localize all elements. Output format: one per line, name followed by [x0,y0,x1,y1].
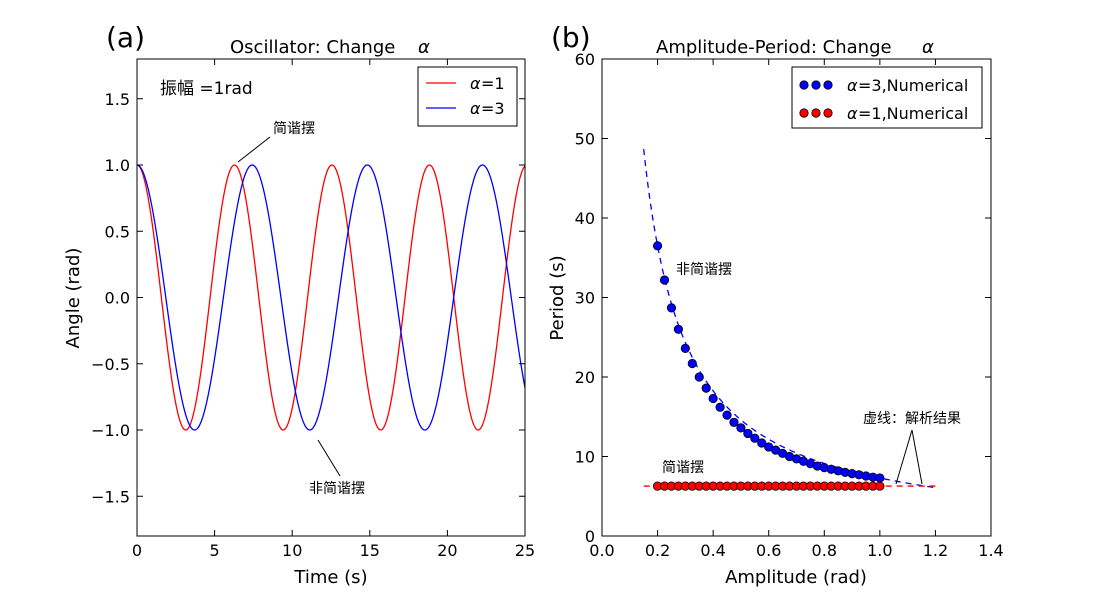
panel-a-xtick-label: 25 [515,541,535,560]
panel-a-ylabel: Angle (rad) [63,248,84,349]
panel-a-ytick-label: −1.0 [91,421,130,440]
legend-alpha1-marker-1 [799,108,809,118]
legend-b-alpha1-symbol: α [847,104,858,123]
scatter-point-alpha3 [694,372,704,382]
panel-a-xtick-label: 0 [132,541,142,560]
legend-alpha3-text: =3 [481,99,505,118]
panel-b-xtick-label: 0.4 [700,541,725,560]
panel-b-xtick-label: 0.2 [645,541,670,560]
dashed-annotation-arrow-1 [895,429,913,485]
panel-b-ytick-label: 30 [575,289,595,308]
scatter-point-alpha3 [708,393,718,404]
panel-a-xtick-label: 15 [360,541,380,560]
panel-a-ytick-label: 1.0 [105,156,130,175]
panel-a-title: Oscillator: Change [230,37,395,58]
shm-annotation: 简谐摆 [273,120,315,137]
panel-b-title-symbol: α [922,37,934,58]
panel-b-xtick-label: 1.4 [978,541,1003,560]
panel-a-ytick-label: 0.0 [105,289,130,308]
panel-b-ytick-label: 40 [575,209,595,228]
scatter-point-alpha3 [652,241,663,251]
panel-a-ticks: 0 5 10 15 20 25 −1.5 −1.0 −0.5 0.0 0.5 1.0 1.5 [91,59,535,560]
dashed-annotation: 虚线：解析结果 [863,411,961,427]
panel-b-legend-box [791,66,983,129]
shm-annotation-arrow [237,136,271,163]
nonshm-annotation-b: 非简谐摆 [676,261,732,278]
panel-a-ytick-label: −1.5 [91,487,130,506]
panel-a-xtick-label: 20 [437,541,457,560]
scatter-point-alpha3 [659,275,670,285]
panel-a-label: (a) [106,21,145,54]
panel-a-legend-box [417,66,518,127]
panel-a-ytick-label: 1.5 [105,90,130,109]
nonshm-annotation-arrow [317,439,341,477]
panel-b-series [643,149,936,491]
scatter-point-alpha3 [729,417,739,427]
panel-b-ytick-label: 60 [575,50,595,69]
scatter-point-alpha3 [701,383,711,393]
analytic-curve-alpha3 [643,149,936,489]
panel-a: (a) Oscillator: Change α 0 5 10 15 20 25 −1.5 −… [63,21,535,588]
series-line-alpha1 [137,164,525,431]
legend-alpha3-marker-2 [811,80,821,90]
panel-b-xtick-label: 0.8 [812,541,837,560]
panel-a-ytick-label: 0.5 [105,222,130,241]
legend-alpha3-marker-1 [799,80,809,90]
scatter-point-alpha3 [680,343,690,353]
panel-b-plot-frame [601,58,992,537]
legend-b-alpha1-text: =1,Numerical [858,104,968,123]
shm-annotation-b: 简谐摆 [662,459,704,476]
amplitude-annotation: 振幅 =1rad [160,79,253,99]
dashed-annotation-arrow-2 [911,429,923,485]
panel-b-label: (b) [551,21,591,54]
scatter-point-alpha3 [750,433,760,443]
panel-b-ytick-label: 50 [575,130,595,149]
scatter-point-alpha3 [722,410,732,420]
scatter-point-alpha3 [673,324,684,334]
scatter-point-alpha3 [757,438,767,448]
scatter-point-alpha3 [687,358,697,369]
legend-alpha1-marker-3 [823,108,833,118]
panel-a-xtick-label: 10 [282,541,302,560]
panel-a-legend: α =1 α =3 [417,66,518,127]
panel-b-xtick-label: 0.6 [756,541,781,560]
panel-b-ylabel: Period (s) [547,255,568,340]
legend-alpha1-symbol: α [470,74,481,93]
panel-b-xtick-label: 1.2 [923,541,948,560]
panel-b-xlabel: Amplitude (rad) [725,567,867,588]
panel-b-xtick-label: 0.0 [589,541,614,560]
panel-b-ytick-label: 0 [585,527,595,546]
panel-a-title-symbol: α [418,37,430,58]
panel-b-title: Amplitude-Period: Change [656,37,892,58]
scatter-point-alpha3 [743,428,753,439]
panel-b-ytick-label: 10 [575,448,595,467]
scatter-point-alpha1 [875,481,885,491]
panel-a-xlabel: Time (s) [293,567,367,588]
panel-a-series [137,164,525,431]
legend-b-alpha3-text: =3,Numerical [858,76,968,95]
scatter-point-alpha3 [736,423,746,433]
panel-b-ytick-label: 20 [575,368,595,387]
panel-b: (b) Amplitude-Period: Change α 0.0 0.2 0.4… [547,21,1004,588]
panel-b-ticks: 0.0 0.2 0.4 0.6 0.8 1.0 1.2 1.4 0 10 20 30 40 50 60 [575,50,1004,560]
panel-a-xtick-label: 5 [210,541,220,560]
legend-alpha1-text: =1 [481,74,505,93]
scatter-point-alpha3 [666,303,677,313]
scatter-point-alpha3 [715,402,725,412]
legend-b-alpha3-symbol: α [847,76,858,95]
series-line-alpha3 [137,164,525,431]
legend-alpha3-symbol: α [470,99,481,118]
panel-a-plot-frame [136,58,526,537]
nonshm-annotation: 非简谐摆 [309,480,365,497]
panel-b-xtick-label: 1.0 [867,541,892,560]
legend-alpha3-marker-3 [823,80,833,90]
legend-alpha1-marker-2 [811,108,821,118]
scatter-point-alpha3 [875,473,885,483]
panel-b-legend: α =3,Numerical α =1,Numerical [791,66,983,129]
panel-a-ytick-label: −0.5 [91,355,130,374]
